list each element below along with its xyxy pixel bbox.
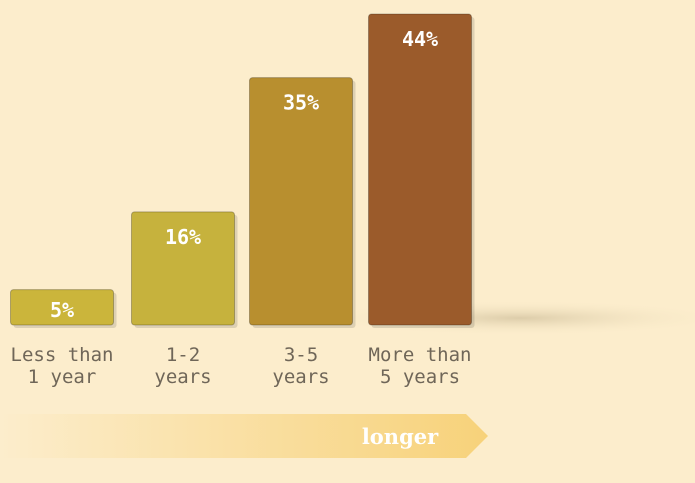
annotation: longer: [362, 424, 439, 449]
bar: [368, 13, 472, 326]
bar: [10, 289, 114, 326]
value-label: 16%: [165, 225, 201, 249]
value-label: 5%: [50, 298, 74, 322]
arrow: [0, 414, 488, 458]
x-tick-label: 3-5 years: [272, 344, 330, 388]
floor-shadow: [310, 300, 695, 336]
bar: [131, 211, 235, 326]
x-tick-label: Less than 1 year: [10, 344, 114, 388]
value-label: 35%: [283, 91, 319, 115]
x-tick-label: More than 5 years: [368, 344, 472, 388]
x-tick-label: 1-2 years: [154, 344, 212, 388]
bar: [249, 77, 353, 326]
value-label: 44%: [402, 27, 438, 51]
